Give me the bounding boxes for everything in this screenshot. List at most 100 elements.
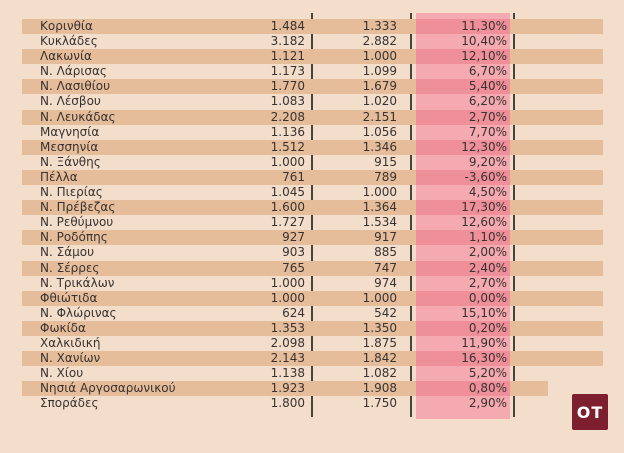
percent-cell: 11,90% (461, 335, 507, 350)
value2-cell: 1.908 (362, 381, 397, 396)
percent-cell: 17,30% (461, 200, 507, 215)
value2-cell: 1.000 (362, 49, 397, 64)
value2-cell: 1.534 (362, 215, 397, 230)
region-name-cell: Φωκίδα (40, 320, 86, 335)
table-row: Μεσσηνία 1.512 1.346 12,30% (22, 139, 603, 155)
value2-cell: 1.000 (362, 185, 397, 200)
region-name-cell: Ν. Λέσβου (40, 94, 101, 109)
table-row: Ν. Ρεθύμνου 1.727 1.534 12,60% (22, 215, 603, 230)
value2-cell: 1.842 (362, 351, 397, 366)
region-name-cell: Ν. Ξάνθης (40, 154, 101, 169)
table-row: Ν. Λευκάδας 2.208 2.151 2,70% (22, 109, 603, 125)
value1-cell: 1.083 (270, 94, 305, 109)
percent-cell: 9,20% (468, 154, 507, 169)
value1-cell: 1.512 (270, 139, 305, 154)
value1-cell: 761 (282, 169, 305, 184)
percent-cell: 7,70% (468, 124, 507, 139)
value1-cell: 2.208 (270, 109, 305, 124)
percent-cell: 5,40% (468, 79, 507, 94)
region-name-cell: Ν. Χίου (40, 366, 84, 381)
regions-table: Κορινθία 1.484 1.333 11,30% Κυκλάδες 3.182 2.8… (22, 19, 603, 411)
value2-cell: 1.000 (362, 290, 397, 305)
region-name-cell: Φθιώτιδα (40, 290, 98, 305)
region-name-cell: Νησιά Αργοσαρωνικού (40, 381, 176, 396)
value1-cell: 1.923 (270, 381, 305, 396)
region-name-cell: Μαγνησία (40, 124, 100, 139)
percent-cell: 1,10% (468, 230, 507, 245)
region-name-cell: Κορινθία (40, 19, 93, 33)
table-row: Κορινθία 1.484 1.333 11,30% (22, 19, 603, 35)
table-row: Χαλκιδική 2.098 1.875 11,90% (22, 336, 603, 351)
table-row: Νησιά Αργοσαρωνικού 1.923 1.908 0,80% (22, 381, 603, 397)
table-row: Πέλλα 761 789 -3,60% (22, 169, 603, 186)
value2-cell: 1.082 (362, 366, 397, 381)
percent-cell: 0,00% (468, 290, 507, 305)
value2-cell: 1.099 (362, 64, 397, 79)
percent-cell: 4,50% (468, 185, 507, 200)
value1-cell: 1.138 (270, 366, 305, 381)
region-name-cell: Ν. Πιερίας (40, 185, 103, 200)
region-name-cell: Πέλλα (40, 169, 78, 184)
region-name-cell: Ν. Σάμου (40, 245, 95, 260)
value2-cell: 1.364 (362, 200, 397, 215)
table-row: Κυκλάδες 3.182 2.882 10,40% (22, 34, 603, 49)
value1-cell: 1.353 (270, 320, 305, 335)
region-name-cell: Ν. Ρεθύμνου (40, 215, 114, 230)
table-row: Ν. Φλώρινας 624 542 15,10% (22, 306, 603, 321)
value2-cell: 1.350 (362, 320, 397, 335)
table-row: Ν. Ξάνθης 1.000 915 9,20% (22, 155, 603, 170)
value1-cell: 1.045 (270, 185, 305, 200)
value2-cell: 974 (374, 275, 397, 290)
region-name-cell: Ν. Χανίων (40, 351, 101, 366)
value2-cell: 1.750 (362, 396, 397, 411)
value1-cell: 1.000 (270, 154, 305, 169)
region-name-cell: Ν. Φλώρινας (40, 305, 117, 320)
value1-cell: 1.000 (270, 275, 305, 290)
value2-cell: 1.333 (362, 19, 397, 33)
region-name-cell: Κυκλάδες (40, 34, 98, 49)
table-row: Φωκίδα 1.353 1.350 0,20% (22, 320, 603, 336)
value2-cell: 885 (374, 245, 397, 260)
region-name-cell: Ν. Πρέβεζας (40, 200, 116, 215)
percent-cell: 0,80% (468, 381, 507, 396)
region-name-cell: Ν. Λάρισας (40, 64, 107, 79)
percent-cell: 12,30% (461, 139, 507, 154)
percent-cell: 0,20% (468, 320, 507, 335)
value1-cell: 1.000 (270, 290, 305, 305)
region-name-cell: Ν. Λασιθίου (40, 79, 111, 94)
value1-cell: 624 (282, 305, 305, 320)
value1-cell: 1.173 (270, 64, 305, 79)
percent-cell: 2,90% (468, 396, 507, 411)
value2-cell: 915 (374, 154, 397, 169)
value1-cell: 927 (282, 230, 305, 245)
value1-cell: 1.121 (270, 49, 305, 64)
table-row: Ν. Τρικάλων 1.000 974 2,70% (22, 276, 603, 291)
value2-cell: 917 (374, 230, 397, 245)
value1-cell: 1.600 (270, 200, 305, 215)
value1-cell: 765 (282, 260, 305, 275)
value2-cell: 1.056 (362, 124, 397, 139)
value1-cell: 903 (282, 245, 305, 260)
percent-cell: -3,60% (464, 169, 507, 184)
value2-cell: 542 (374, 305, 397, 320)
table-row: Ν. Λέσβου 1.083 1.020 6,20% (22, 94, 603, 109)
table-row: Ν. Χανίων 2.143 1.842 16,30% (22, 351, 603, 367)
percent-cell: 16,30% (461, 351, 507, 366)
value1-cell: 2.143 (270, 351, 305, 366)
value1-cell: 1.770 (270, 79, 305, 94)
value1-cell: 1.136 (270, 124, 305, 139)
table-row: Ν. Σέρρες 765 747 2,40% (22, 260, 603, 276)
table-row: Λακωνία 1.121 1.000 12,10% (22, 49, 603, 65)
table-row: Ν. Χίου 1.138 1.082 5,20% (22, 366, 603, 381)
percent-cell: 2,70% (468, 275, 507, 290)
region-name-cell: Λακωνία (40, 49, 92, 64)
value1-cell: 2.098 (270, 335, 305, 350)
table-row: Ν. Πρέβεζας 1.600 1.364 17,30% (22, 200, 603, 216)
value2-cell: 789 (374, 169, 397, 184)
value1-cell: 1.800 (270, 396, 305, 411)
value2-cell: 1.875 (362, 335, 397, 350)
table-row: Ν. Σάμου 903 885 2,00% (22, 245, 603, 260)
region-name-cell: Μεσσηνία (40, 139, 99, 154)
percent-cell: 6,20% (468, 94, 507, 109)
